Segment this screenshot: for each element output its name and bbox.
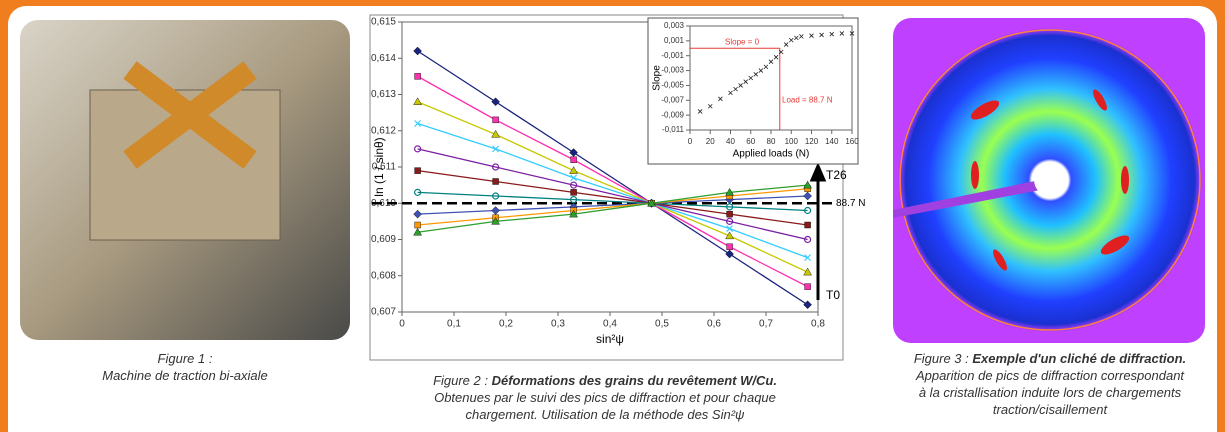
point [415, 73, 421, 79]
point [571, 157, 577, 163]
y-tick-label: 0,612 [371, 125, 396, 136]
x-tick-label: 20 [706, 137, 715, 146]
y-tick-label: 0,613 [371, 89, 396, 100]
point [493, 117, 499, 123]
x-tick-label: 0,8 [811, 319, 825, 330]
point [415, 222, 421, 228]
caption: Figure 1 : Machine de traction bi-axiale [40, 350, 330, 384]
x-tick-label: 80 [767, 137, 776, 146]
caption-text: à la cristallisation induite lors de cha… [919, 385, 1181, 400]
y-axis-label: ln (1 / sinθ) [372, 137, 386, 196]
x-tick-label: 140 [825, 137, 839, 146]
x-tick-label: 100 [785, 137, 799, 146]
x-tick-label: 0,4 [603, 319, 617, 330]
point [805, 222, 811, 228]
y-tick-label: -0,005 [661, 81, 684, 90]
x-tick-label: 160 [845, 137, 859, 146]
x-axis-label: sin²ψ [596, 332, 624, 346]
x-tick-label: 0 [688, 137, 693, 146]
y-tick-label: 0,607 [371, 307, 396, 318]
x-tick-label: 0,2 [499, 319, 513, 330]
x-tick-label: 120 [805, 137, 819, 146]
x-tick-label: 0,7 [759, 319, 773, 330]
y-tick-label: 0,609 [371, 234, 396, 245]
caption-text: Figure 1 : [158, 351, 213, 366]
x-tick-label: 0,5 [655, 319, 669, 330]
x-tick-label: 0,3 [551, 319, 565, 330]
y-tick-label: 0,614 [371, 53, 396, 64]
caption-text: Figure 2 : [433, 373, 492, 388]
y-tick-label: -0,009 [661, 110, 684, 119]
y-tick-label: 0,003 [664, 21, 685, 30]
y-tick-label: 0,615 [371, 17, 396, 28]
y-tick-label: 0,001 [664, 36, 685, 45]
annotation: T26 [826, 168, 847, 182]
annotation: 88.7 N [836, 198, 865, 209]
annotation: Slope = 0 [725, 37, 760, 46]
x-tick-label: 0 [399, 319, 405, 330]
caption-text: Obtenues par le suivi des pics de diffra… [434, 390, 776, 405]
y-tick-label: -0,011 [662, 125, 685, 134]
caption: Figure 3 : Exemple d'un cliché de diffra… [880, 350, 1220, 418]
annotation: Load = 88.7 N [782, 95, 833, 104]
caption: Figure 2 : Déformations des grains du re… [360, 372, 850, 423]
caption-text: Apparition de pics de diffraction corres… [916, 368, 1184, 383]
x-axis-label: Applied loads (N) [733, 149, 810, 160]
x-tick-label: 60 [746, 137, 755, 146]
point [415, 168, 421, 174]
annotation: T0 [826, 288, 840, 302]
point [493, 179, 499, 185]
point [571, 189, 577, 195]
y-tick-label: -0,003 [661, 66, 684, 75]
y-axis-label: Slope [652, 65, 663, 91]
x-tick-label: 0,1 [447, 319, 461, 330]
caption-text: Figure 3 : [914, 351, 973, 366]
caption-text: Déformations des grains du revêtement W/… [492, 373, 777, 388]
y-tick-label: -0,007 [661, 95, 684, 104]
caption-text: Machine de traction bi-axiale [102, 368, 267, 383]
beam-centre [1034, 164, 1066, 196]
x-tick-label: 40 [726, 137, 735, 146]
point [805, 284, 811, 290]
caption-text: traction/cisaillement [993, 402, 1107, 417]
y-tick-label: -0,001 [661, 51, 684, 60]
caption-text: chargement. Utilisation de la méthode de… [466, 407, 745, 422]
y-tick-label: 0,608 [371, 270, 396, 281]
caption-text: Exemple d'un cliché de diffraction. [972, 351, 1186, 366]
point [727, 211, 733, 217]
x-tick-label: 0,6 [707, 319, 721, 330]
page: 0,6070,6080,6090,6100,6110,6120,6130,614… [0, 0, 1225, 432]
point [727, 244, 733, 250]
